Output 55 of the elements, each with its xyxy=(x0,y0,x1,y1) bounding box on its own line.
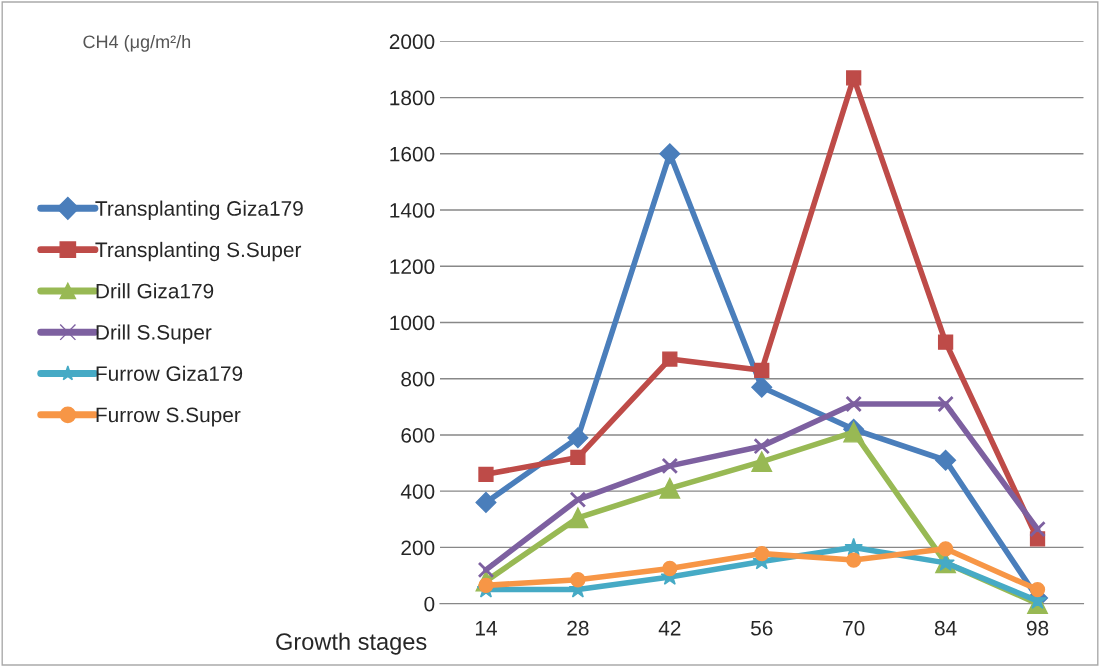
x-tick-label: 28 xyxy=(567,620,589,636)
point xyxy=(1029,581,1046,598)
x-tick-label: 56 xyxy=(751,620,773,636)
legend-label: Furrow S.Super xyxy=(96,407,241,427)
point xyxy=(754,362,770,378)
point xyxy=(477,561,495,579)
point xyxy=(935,449,957,471)
x-tick-label: 70 xyxy=(843,620,865,636)
point xyxy=(570,572,586,588)
point xyxy=(662,351,678,367)
text: CH4 (μg/m²/h xyxy=(83,34,191,52)
point xyxy=(659,477,681,499)
point xyxy=(753,437,771,455)
x-tick-label: 42 xyxy=(658,620,681,636)
point xyxy=(937,395,954,413)
point xyxy=(937,541,954,557)
y-tick-label: 600 xyxy=(401,427,435,443)
point xyxy=(570,449,586,466)
point xyxy=(1029,520,1046,538)
point xyxy=(846,70,862,86)
y-tick-label: 800 xyxy=(401,371,435,387)
x-tick-label: 84 xyxy=(934,620,957,636)
y-tick-label: 1600 xyxy=(390,146,435,162)
point xyxy=(846,552,862,568)
legend-label: Drill S.Super xyxy=(96,324,212,344)
y-tick-label: 400 xyxy=(400,484,435,499)
x-tick-label: 14 xyxy=(475,621,497,636)
point xyxy=(475,491,497,513)
point xyxy=(845,395,863,413)
y-tick-label: 200 xyxy=(401,540,435,556)
legend-label: Transplanting Giza179 xyxy=(95,200,303,220)
point xyxy=(937,334,954,350)
point xyxy=(754,545,770,562)
x-tick-label: 98 xyxy=(1026,620,1049,636)
point xyxy=(662,560,678,577)
point xyxy=(478,577,494,594)
y-tick-label: 1000 xyxy=(390,315,435,331)
y-tick-label: 2000 xyxy=(389,34,435,50)
legend-label: Transplanting S.Super xyxy=(95,241,302,262)
point xyxy=(478,466,494,482)
point xyxy=(751,376,773,398)
point xyxy=(567,507,589,529)
point xyxy=(844,537,863,556)
legend-label: Furrow Giza179 xyxy=(96,365,243,382)
point xyxy=(751,451,773,473)
point xyxy=(567,427,589,449)
y-tick-label: 1400 xyxy=(390,203,435,218)
point xyxy=(659,143,681,165)
point xyxy=(661,457,679,475)
legend-label: Drill Giza179 xyxy=(96,283,214,299)
y-tick-label: 1800 xyxy=(390,90,435,106)
y-tick-label: 0 xyxy=(424,596,435,612)
point xyxy=(569,491,587,508)
x-axis-title: Growth stages xyxy=(276,632,427,655)
y-tick-label: 1200 xyxy=(390,259,435,275)
